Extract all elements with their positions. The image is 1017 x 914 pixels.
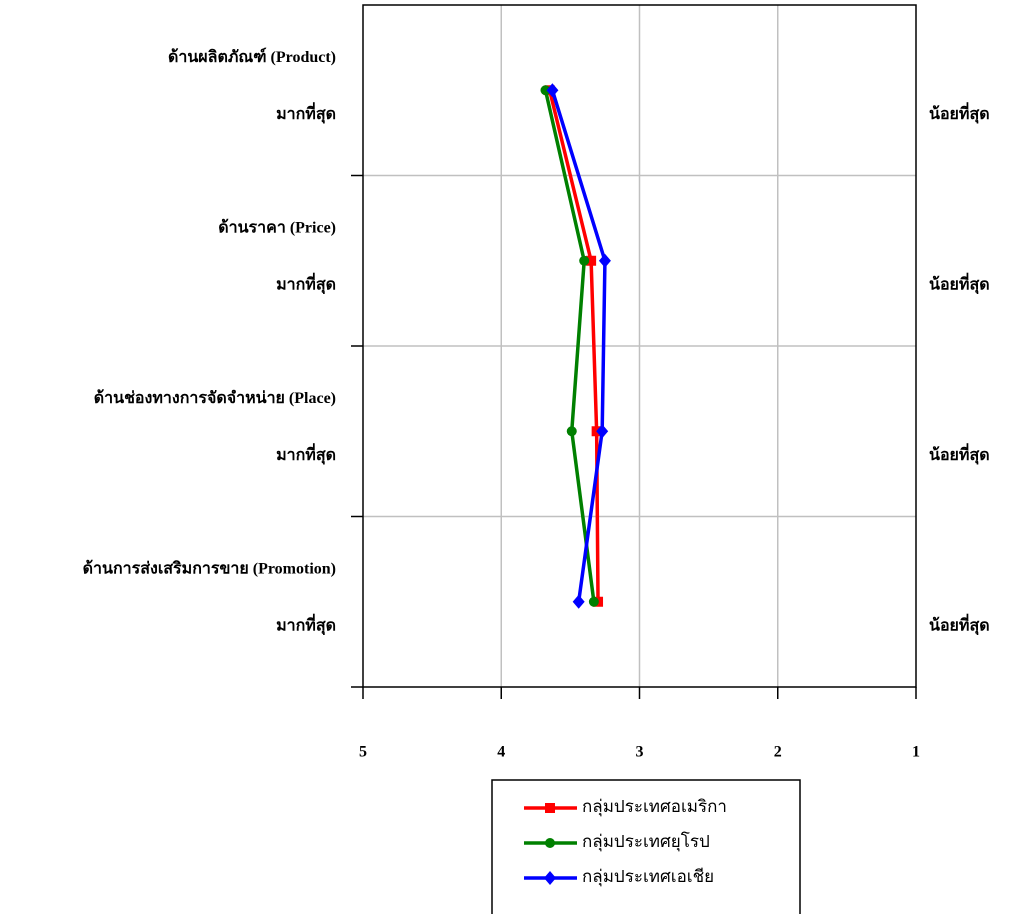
chart: 54321ด้านผลิตภัณฑ์ (Product)มากที่สุดน้อ…	[0, 0, 1017, 914]
marker	[579, 256, 589, 266]
marker	[567, 426, 577, 436]
category-label: ด้านราคา (Price)	[218, 218, 336, 236]
right-end-label: น้อยที่สุด	[929, 102, 990, 124]
x-tick-label: 4	[497, 744, 505, 761]
legend-label: กลุ่มประเทศยุโรป	[582, 831, 710, 852]
left-end-label: มากที่สุด	[276, 613, 336, 635]
marker	[599, 254, 611, 268]
right-end-label: น้อยที่สุด	[929, 443, 990, 465]
marker	[545, 803, 555, 813]
x-tick-label: 3	[636, 744, 644, 761]
right-end-label: น้อยที่สุด	[929, 272, 990, 294]
category-label: ด้านการส่งเสริมการขาย (Promotion)	[83, 559, 336, 577]
marker	[589, 597, 599, 607]
left-end-label: มากที่สุด	[276, 443, 336, 465]
x-tick-label: 1	[912, 744, 920, 761]
left-end-label: มากที่สุด	[276, 272, 336, 294]
marker	[573, 595, 585, 609]
category-label: ด้านช่องทางการจัดจำหน่าย (Place)	[94, 389, 336, 407]
x-tick-label: 5	[359, 744, 367, 761]
x-tick-label: 2	[774, 744, 782, 761]
left-end-label: มากที่สุด	[276, 102, 336, 124]
legend-label: กลุ่มประเทศอเมริกา	[582, 797, 727, 817]
marker	[545, 838, 555, 848]
right-end-label: น้อยที่สุด	[929, 613, 990, 635]
category-label: ด้านผลิตภัณฑ์ (Product)	[168, 47, 336, 66]
legend-label: กลุ่มประเทศเอเชีย	[582, 867, 714, 887]
